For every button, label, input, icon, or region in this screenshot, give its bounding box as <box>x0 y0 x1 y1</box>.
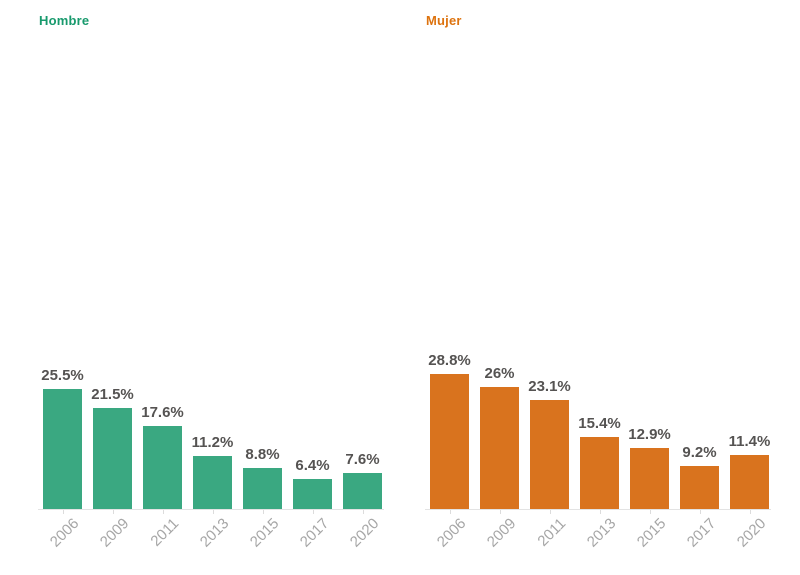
x-tick-label: 2015 <box>633 515 670 551</box>
x-axis-tick <box>449 510 451 514</box>
bar-2015 <box>243 467 282 509</box>
bar-2009 <box>93 408 132 509</box>
x-axis-tick <box>312 510 314 514</box>
x-axis-tick <box>699 510 701 514</box>
x-tick-label: 2013 <box>583 515 620 551</box>
x-axis-tick <box>649 510 651 514</box>
bar-2009 <box>480 386 519 509</box>
x-axis-tick <box>549 510 551 514</box>
bar-2006 <box>430 373 469 509</box>
x-tick-label: 2011 <box>534 515 570 550</box>
hombre-plot-area: 25.5% 21.5% 17.6% 11.2% 8.8% 6.4% 7.6% <box>41 39 382 509</box>
bar-value-label: 26% <box>484 364 515 382</box>
bar-value-label: 11.2% <box>191 434 234 452</box>
bar-2013 <box>193 456 232 509</box>
bar-2017 <box>293 478 332 509</box>
bar-value-label: 7.6% <box>345 451 380 469</box>
x-axis-tick <box>599 510 601 514</box>
x-axis-tick <box>62 510 64 514</box>
x-axis-tick <box>212 510 214 514</box>
x-tick-label: 2013 <box>196 515 233 551</box>
bar-value-label: 9.2% <box>682 443 717 461</box>
bar-value-label: 17.6% <box>141 404 184 422</box>
x-tick-label: 2006 <box>433 515 470 551</box>
hombre-chart-title: Hombre <box>39 13 90 28</box>
bar-value-label: 11.4% <box>728 433 771 451</box>
x-axis-tick <box>112 510 114 514</box>
x-axis-tick <box>749 510 751 514</box>
bar-2011 <box>143 426 182 509</box>
x-tick-label: 2006 <box>46 515 83 551</box>
hombre-chart-panel: Hombre 25.5% 21.5% 17.6% 11.2% 8.8% 6.4% 7.6% … <box>36 8 390 570</box>
bar-value-label: 28.8% <box>428 351 471 369</box>
bar-2011 <box>530 400 569 509</box>
x-tick-label: 2017 <box>683 515 720 551</box>
bar-value-label: 8.8% <box>245 445 280 463</box>
x-tick-label: 2015 <box>246 515 283 551</box>
bar-2006 <box>43 389 82 509</box>
bar-value-label: 12.9% <box>628 426 671 444</box>
bar-2017 <box>680 465 719 509</box>
bar-value-label: 6.4% <box>295 456 330 474</box>
x-tick-label: 2020 <box>733 515 770 551</box>
x-tick-label: 2017 <box>296 515 333 551</box>
x-axis-tick <box>262 510 264 514</box>
x-tick-label: 2011 <box>147 515 183 550</box>
mujer-chart-panel: Mujer 28.8% 26% 23.1% 15.4% 12.9% 9.2% 11.4% 2… <box>423 8 777 570</box>
bar-value-label: 23.1% <box>528 378 571 396</box>
mujer-plot-area: 28.8% 26% 23.1% 15.4% 12.9% 9.2% 11.4% <box>428 39 771 509</box>
x-axis-tick <box>362 510 364 514</box>
x-axis-tick <box>162 510 164 514</box>
x-tick-label: 2009 <box>483 515 520 551</box>
bar-2013 <box>580 436 619 509</box>
bar-value-label: 21.5% <box>91 386 134 403</box>
bar-2020 <box>730 455 769 509</box>
hombre-x-axis-line <box>38 509 384 510</box>
x-axis-tick <box>499 510 501 514</box>
mujer-x-axis-line <box>425 509 771 510</box>
x-tick-label: 2009 <box>96 515 133 551</box>
mujer-chart-title: Mujer <box>426 13 462 28</box>
bar-2020 <box>343 473 382 509</box>
bar-value-label: 25.5% <box>41 367 84 385</box>
bar-value-label: 15.4% <box>578 414 621 432</box>
bar-2015 <box>630 448 669 509</box>
x-tick-label: 2020 <box>346 515 383 551</box>
